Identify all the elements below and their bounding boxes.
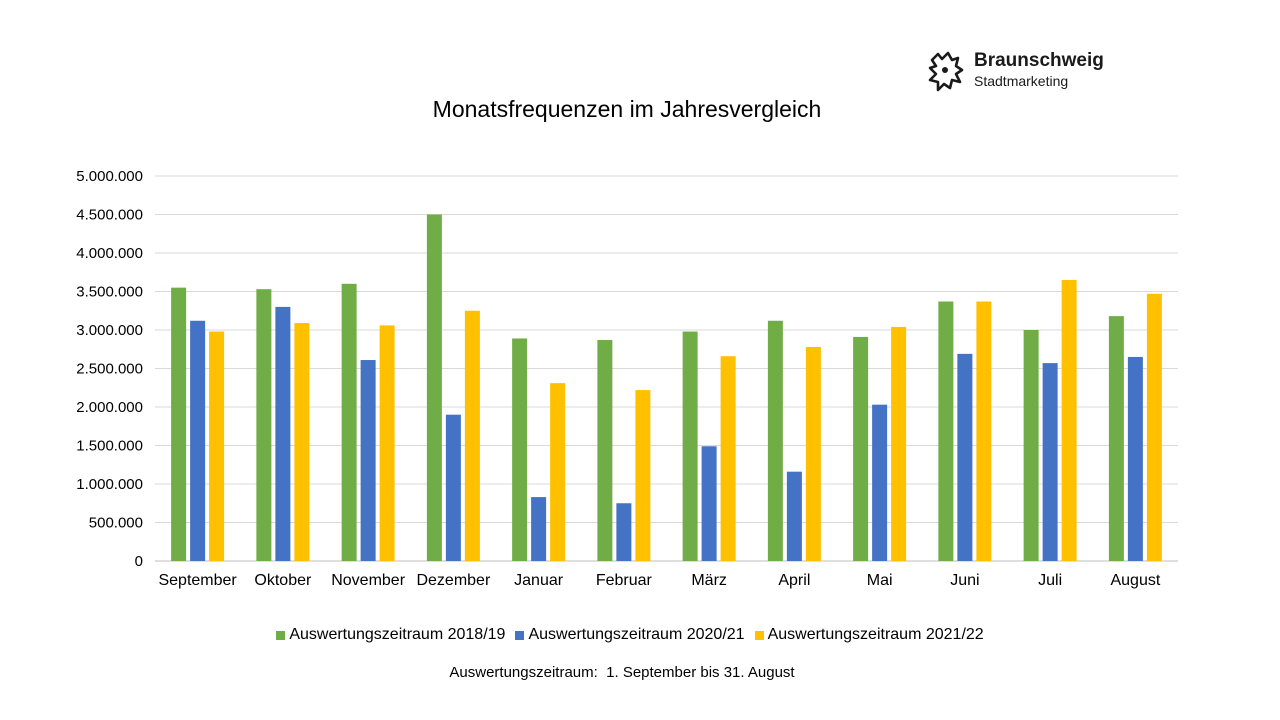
y-tick-label: 2.500.000 bbox=[76, 361, 143, 378]
bar bbox=[190, 320, 206, 561]
x-tick-label: Januar bbox=[514, 572, 564, 589]
x-tick-label: Juni bbox=[950, 572, 979, 589]
legend-item: Auswertungszeitraum 2021/22 bbox=[754, 626, 984, 644]
chart-title: Monatsfrequenzen im Jahresvergleich bbox=[432, 96, 822, 122]
bar bbox=[1061, 279, 1077, 561]
x-tick-label: Dezember bbox=[416, 572, 490, 589]
bar bbox=[682, 331, 698, 561]
bar bbox=[294, 323, 310, 561]
footnote: Auswertungszeitraum: 1. September bis 31… bbox=[449, 664, 795, 681]
bar bbox=[1042, 363, 1058, 561]
bar bbox=[786, 471, 802, 561]
bar bbox=[805, 346, 821, 561]
bar bbox=[531, 497, 547, 561]
bar bbox=[1023, 330, 1039, 561]
x-tick-label: April bbox=[778, 572, 810, 589]
bar bbox=[635, 390, 651, 561]
legend-label: Auswertungszeitraum 2021/22 bbox=[767, 626, 984, 643]
bar bbox=[938, 301, 954, 561]
legend-label: Auswertungszeitraum 2020/21 bbox=[528, 626, 745, 643]
bar bbox=[341, 283, 357, 561]
bar bbox=[872, 404, 888, 561]
bar bbox=[209, 331, 225, 561]
legend-item: Auswertungszeitraum 2018/19 bbox=[276, 626, 505, 644]
bar bbox=[445, 414, 461, 561]
y-tick-label: 4.000.000 bbox=[76, 245, 143, 262]
y-tick-label: 4.500.000 bbox=[76, 207, 143, 224]
lion-icon bbox=[928, 51, 964, 92]
y-tick-label: 3.000.000 bbox=[76, 322, 143, 339]
bar bbox=[767, 320, 783, 561]
bar bbox=[957, 353, 973, 561]
x-tick-label: Mai bbox=[867, 572, 893, 589]
x-tick-label: Juli bbox=[1038, 572, 1062, 589]
legend-item: Auswertungszeitraum 2020/21 bbox=[515, 626, 745, 644]
bar bbox=[701, 446, 717, 561]
bar bbox=[616, 503, 632, 561]
y-tick-label: 5.000.000 bbox=[76, 168, 143, 185]
bar bbox=[512, 338, 528, 561]
bar bbox=[1127, 356, 1143, 561]
bar bbox=[379, 325, 395, 561]
legend-swatch bbox=[515, 630, 525, 640]
x-tick-label: Februar bbox=[596, 572, 653, 589]
y-tick-label: 500.000 bbox=[89, 515, 143, 532]
bar bbox=[550, 383, 566, 561]
bar bbox=[426, 214, 442, 561]
x-tick-label: Oktober bbox=[254, 572, 312, 589]
y-tick-label: 1.500.000 bbox=[76, 438, 143, 455]
bar bbox=[597, 340, 613, 561]
x-tick-label: August bbox=[1110, 572, 1160, 589]
bar bbox=[464, 310, 480, 561]
x-tick-label: November bbox=[331, 572, 405, 589]
bar bbox=[171, 287, 187, 561]
bar bbox=[891, 326, 907, 561]
x-tick-label: März bbox=[691, 572, 727, 589]
legend-swatch bbox=[276, 630, 286, 640]
y-tick-label: 3.500.000 bbox=[76, 284, 143, 301]
bar bbox=[1146, 293, 1162, 561]
bar bbox=[256, 289, 272, 561]
legend-swatch bbox=[754, 630, 764, 640]
bar bbox=[853, 336, 869, 561]
y-tick-label: 0 bbox=[135, 553, 143, 570]
bar bbox=[275, 306, 291, 561]
x-tick-label: September bbox=[158, 572, 237, 589]
bar bbox=[1108, 316, 1124, 561]
y-tick-label: 1.000.000 bbox=[76, 476, 143, 493]
legend-label: Auswertungszeitraum 2018/19 bbox=[289, 626, 506, 643]
logo-subtitle: Stadtmarketing bbox=[974, 73, 1069, 89]
bar bbox=[720, 356, 736, 561]
bar bbox=[360, 360, 376, 561]
logo-name: Braunschweig bbox=[974, 50, 1104, 71]
bar bbox=[976, 301, 992, 561]
y-tick-label: 2.000.000 bbox=[76, 399, 143, 416]
legend: Auswertungszeitraum 2018/19 Auswertungsze… bbox=[0, 626, 1260, 644]
braunschweig-logo: Braunschweig Stadtmarketing bbox=[926, 48, 1166, 104]
